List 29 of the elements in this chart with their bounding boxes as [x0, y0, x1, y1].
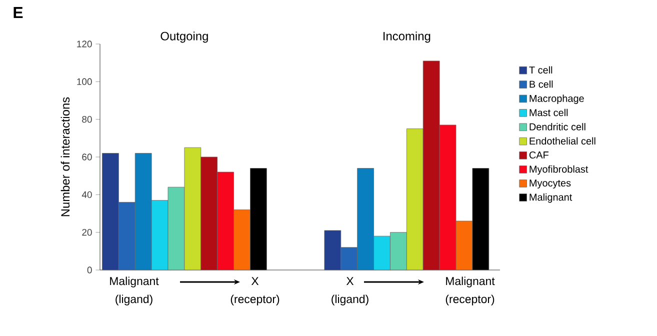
text: X: [346, 277, 354, 285]
y-tick-label: 0: [87, 266, 92, 274]
y-tick-label: 120: [77, 40, 92, 48]
y-tick-label: 20: [82, 228, 92, 236]
legend-label: Macrophage: [530, 94, 584, 104]
text: (ligand): [332, 294, 368, 306]
x-tick-label: Incoming: [384, 32, 430, 43]
text: Malignant: [110, 276, 159, 288]
legend-label: Endothelial cell: [530, 137, 596, 145]
legend-label: T cell: [529, 66, 552, 74]
legend-label: Myocytes: [530, 180, 571, 189]
text: E: [14, 7, 23, 18]
legend-label: Dendritic cell: [530, 123, 586, 130]
legend-label: Malignant: [530, 193, 572, 203]
text: (ligand): [116, 294, 152, 306]
text: (receptor): [230, 294, 280, 306]
legend-label: Myofibroblast: [530, 165, 588, 175]
y-tick-label: 80: [82, 116, 92, 123]
legend-label: B cell: [530, 80, 553, 88]
y-axis-title: Number of interactions: [60, 97, 70, 216]
legend-label: CAF: [529, 151, 548, 159]
text: (receptor): [446, 294, 494, 306]
text: X: [251, 277, 259, 285]
x-tick-label: Outgoing: [160, 32, 208, 43]
y-tick-label: 60: [82, 154, 92, 160]
legend-label: Mast cell: [530, 108, 568, 116]
y-tick-label: 100: [77, 78, 92, 86]
y-tick-label: 40: [82, 191, 92, 198]
text: Malignant: [446, 276, 495, 288]
